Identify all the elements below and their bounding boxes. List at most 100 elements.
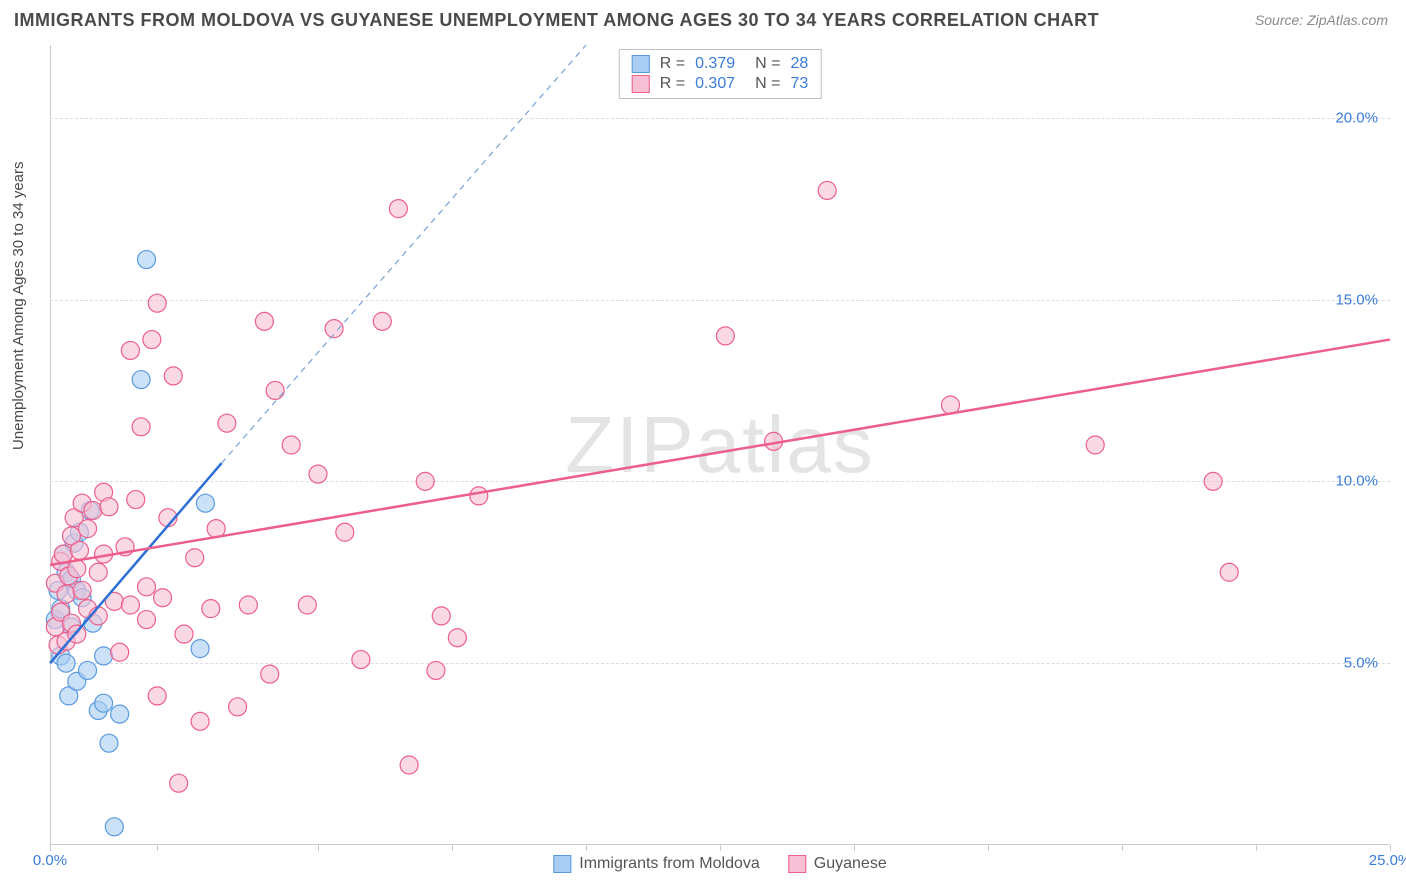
data-point-guyanese (1220, 563, 1238, 581)
x-tick-label: 25.0% (1369, 852, 1406, 869)
data-point-guyanese (73, 581, 91, 599)
legend-label-guyanese: Guyanese (814, 855, 887, 873)
data-point-moldova (196, 494, 214, 512)
data-point-moldova (100, 734, 118, 752)
data-point-guyanese (416, 472, 434, 490)
data-point-moldova (105, 818, 123, 836)
legend-swatch-guyanese (788, 855, 806, 873)
data-point-guyanese (148, 687, 166, 705)
x-tick-mark (50, 845, 51, 851)
data-point-moldova (137, 251, 155, 269)
data-point-guyanese (132, 418, 150, 436)
data-point-guyanese (716, 327, 734, 345)
legend-n-label: N = (755, 75, 780, 93)
data-point-moldova (95, 647, 113, 665)
data-point-guyanese (164, 367, 182, 385)
data-point-moldova (95, 694, 113, 712)
data-point-moldova (57, 654, 75, 672)
data-point-guyanese (143, 331, 161, 349)
data-point-guyanese (309, 465, 327, 483)
data-point-guyanese (261, 665, 279, 683)
data-point-guyanese (148, 294, 166, 312)
legend-label-moldova: Immigrants from Moldova (579, 855, 760, 873)
legend-row-moldova: R = 0.379 N = 28 (632, 54, 809, 74)
data-point-guyanese (191, 712, 209, 730)
x-tick-label: 0.0% (33, 852, 67, 869)
data-point-guyanese (89, 563, 107, 581)
x-tick-mark (720, 845, 721, 851)
data-point-guyanese (427, 661, 445, 679)
data-point-guyanese (266, 381, 284, 399)
data-point-guyanese (137, 611, 155, 629)
source-attribution: Source: ZipAtlas.com (1255, 12, 1388, 28)
y-axis-label: Unemployment Among Ages 30 to 34 years (10, 161, 27, 450)
data-point-guyanese (432, 607, 450, 625)
x-tick-mark (1256, 845, 1257, 851)
legend-n-value-moldova: 28 (790, 55, 808, 73)
data-point-guyanese (79, 520, 97, 538)
data-point-guyanese (448, 629, 466, 647)
x-tick-mark (988, 845, 989, 851)
data-point-guyanese (127, 491, 145, 509)
data-point-guyanese (84, 501, 102, 519)
data-point-guyanese (298, 596, 316, 614)
data-point-guyanese (818, 181, 836, 199)
data-point-guyanese (229, 698, 247, 716)
x-tick-mark (1122, 845, 1123, 851)
legend-swatch-guyanese (632, 75, 650, 93)
data-point-moldova (132, 371, 150, 389)
legend-swatch-moldova (553, 855, 571, 873)
data-point-guyanese (336, 523, 354, 541)
x-tick-mark (157, 845, 158, 851)
legend-n-value-guyanese: 73 (790, 75, 808, 93)
legend-correlation-box: R = 0.379 N = 28 R = 0.307 N = 73 (619, 49, 822, 99)
legend-n-label: N = (755, 55, 780, 73)
data-point-moldova (191, 640, 209, 658)
legend-series: Immigrants from Moldova Guyanese (553, 855, 886, 873)
data-point-guyanese (1086, 436, 1104, 454)
data-point-guyanese (54, 545, 72, 563)
data-point-guyanese (57, 585, 75, 603)
plot-area: 5.0%10.0%15.0%20.0% 0.0%25.0% ZIPatlas R… (50, 45, 1390, 845)
legend-row-guyanese: R = 0.307 N = 73 (632, 74, 809, 94)
data-point-guyanese (186, 549, 204, 567)
data-point-guyanese (255, 312, 273, 330)
legend-r-label: R = (660, 75, 685, 93)
data-point-moldova (79, 661, 97, 679)
x-tick-mark (318, 845, 319, 851)
data-point-guyanese (175, 625, 193, 643)
legend-r-value-guyanese: 0.307 (695, 75, 735, 93)
data-point-guyanese (352, 651, 370, 669)
data-point-guyanese (170, 774, 188, 792)
legend-r-value-moldova: 0.379 (695, 55, 735, 73)
data-point-guyanese (154, 589, 172, 607)
data-point-guyanese (111, 643, 129, 661)
data-point-guyanese (239, 596, 257, 614)
data-point-guyanese (100, 498, 118, 516)
data-point-guyanese (1204, 472, 1222, 490)
data-point-moldova (111, 705, 129, 723)
data-point-guyanese (202, 600, 220, 618)
data-point-guyanese (400, 756, 418, 774)
data-point-guyanese (470, 487, 488, 505)
chart-title: IMMIGRANTS FROM MOLDOVA VS GUYANESE UNEM… (14, 10, 1099, 31)
data-point-guyanese (373, 312, 391, 330)
legend-swatch-moldova (632, 55, 650, 73)
data-point-guyanese (121, 341, 139, 359)
legend-item-moldova: Immigrants from Moldova (553, 855, 760, 873)
data-point-guyanese (121, 596, 139, 614)
data-point-guyanese (389, 200, 407, 218)
scatter-svg (50, 45, 1390, 845)
legend-r-label: R = (660, 55, 685, 73)
trend-line (222, 45, 586, 463)
x-tick-mark (854, 845, 855, 851)
legend-item-guyanese: Guyanese (788, 855, 887, 873)
data-point-guyanese (70, 541, 88, 559)
x-tick-mark (586, 845, 587, 851)
x-tick-mark (1390, 845, 1391, 851)
data-point-guyanese (137, 578, 155, 596)
data-point-guyanese (282, 436, 300, 454)
data-point-guyanese (218, 414, 236, 432)
trend-line (50, 340, 1390, 565)
x-tick-mark (452, 845, 453, 851)
